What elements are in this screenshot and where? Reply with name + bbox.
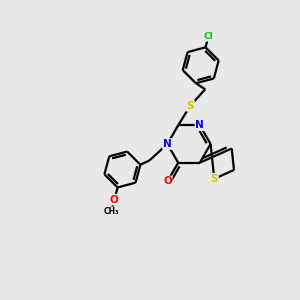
- Text: N: N: [195, 120, 204, 130]
- Text: O: O: [110, 195, 119, 205]
- Text: S: S: [187, 101, 194, 111]
- Text: Cl: Cl: [204, 32, 213, 41]
- Text: S: S: [211, 174, 218, 184]
- Text: N: N: [163, 139, 172, 149]
- Text: O: O: [163, 176, 172, 186]
- Text: CH₃: CH₃: [103, 207, 119, 216]
